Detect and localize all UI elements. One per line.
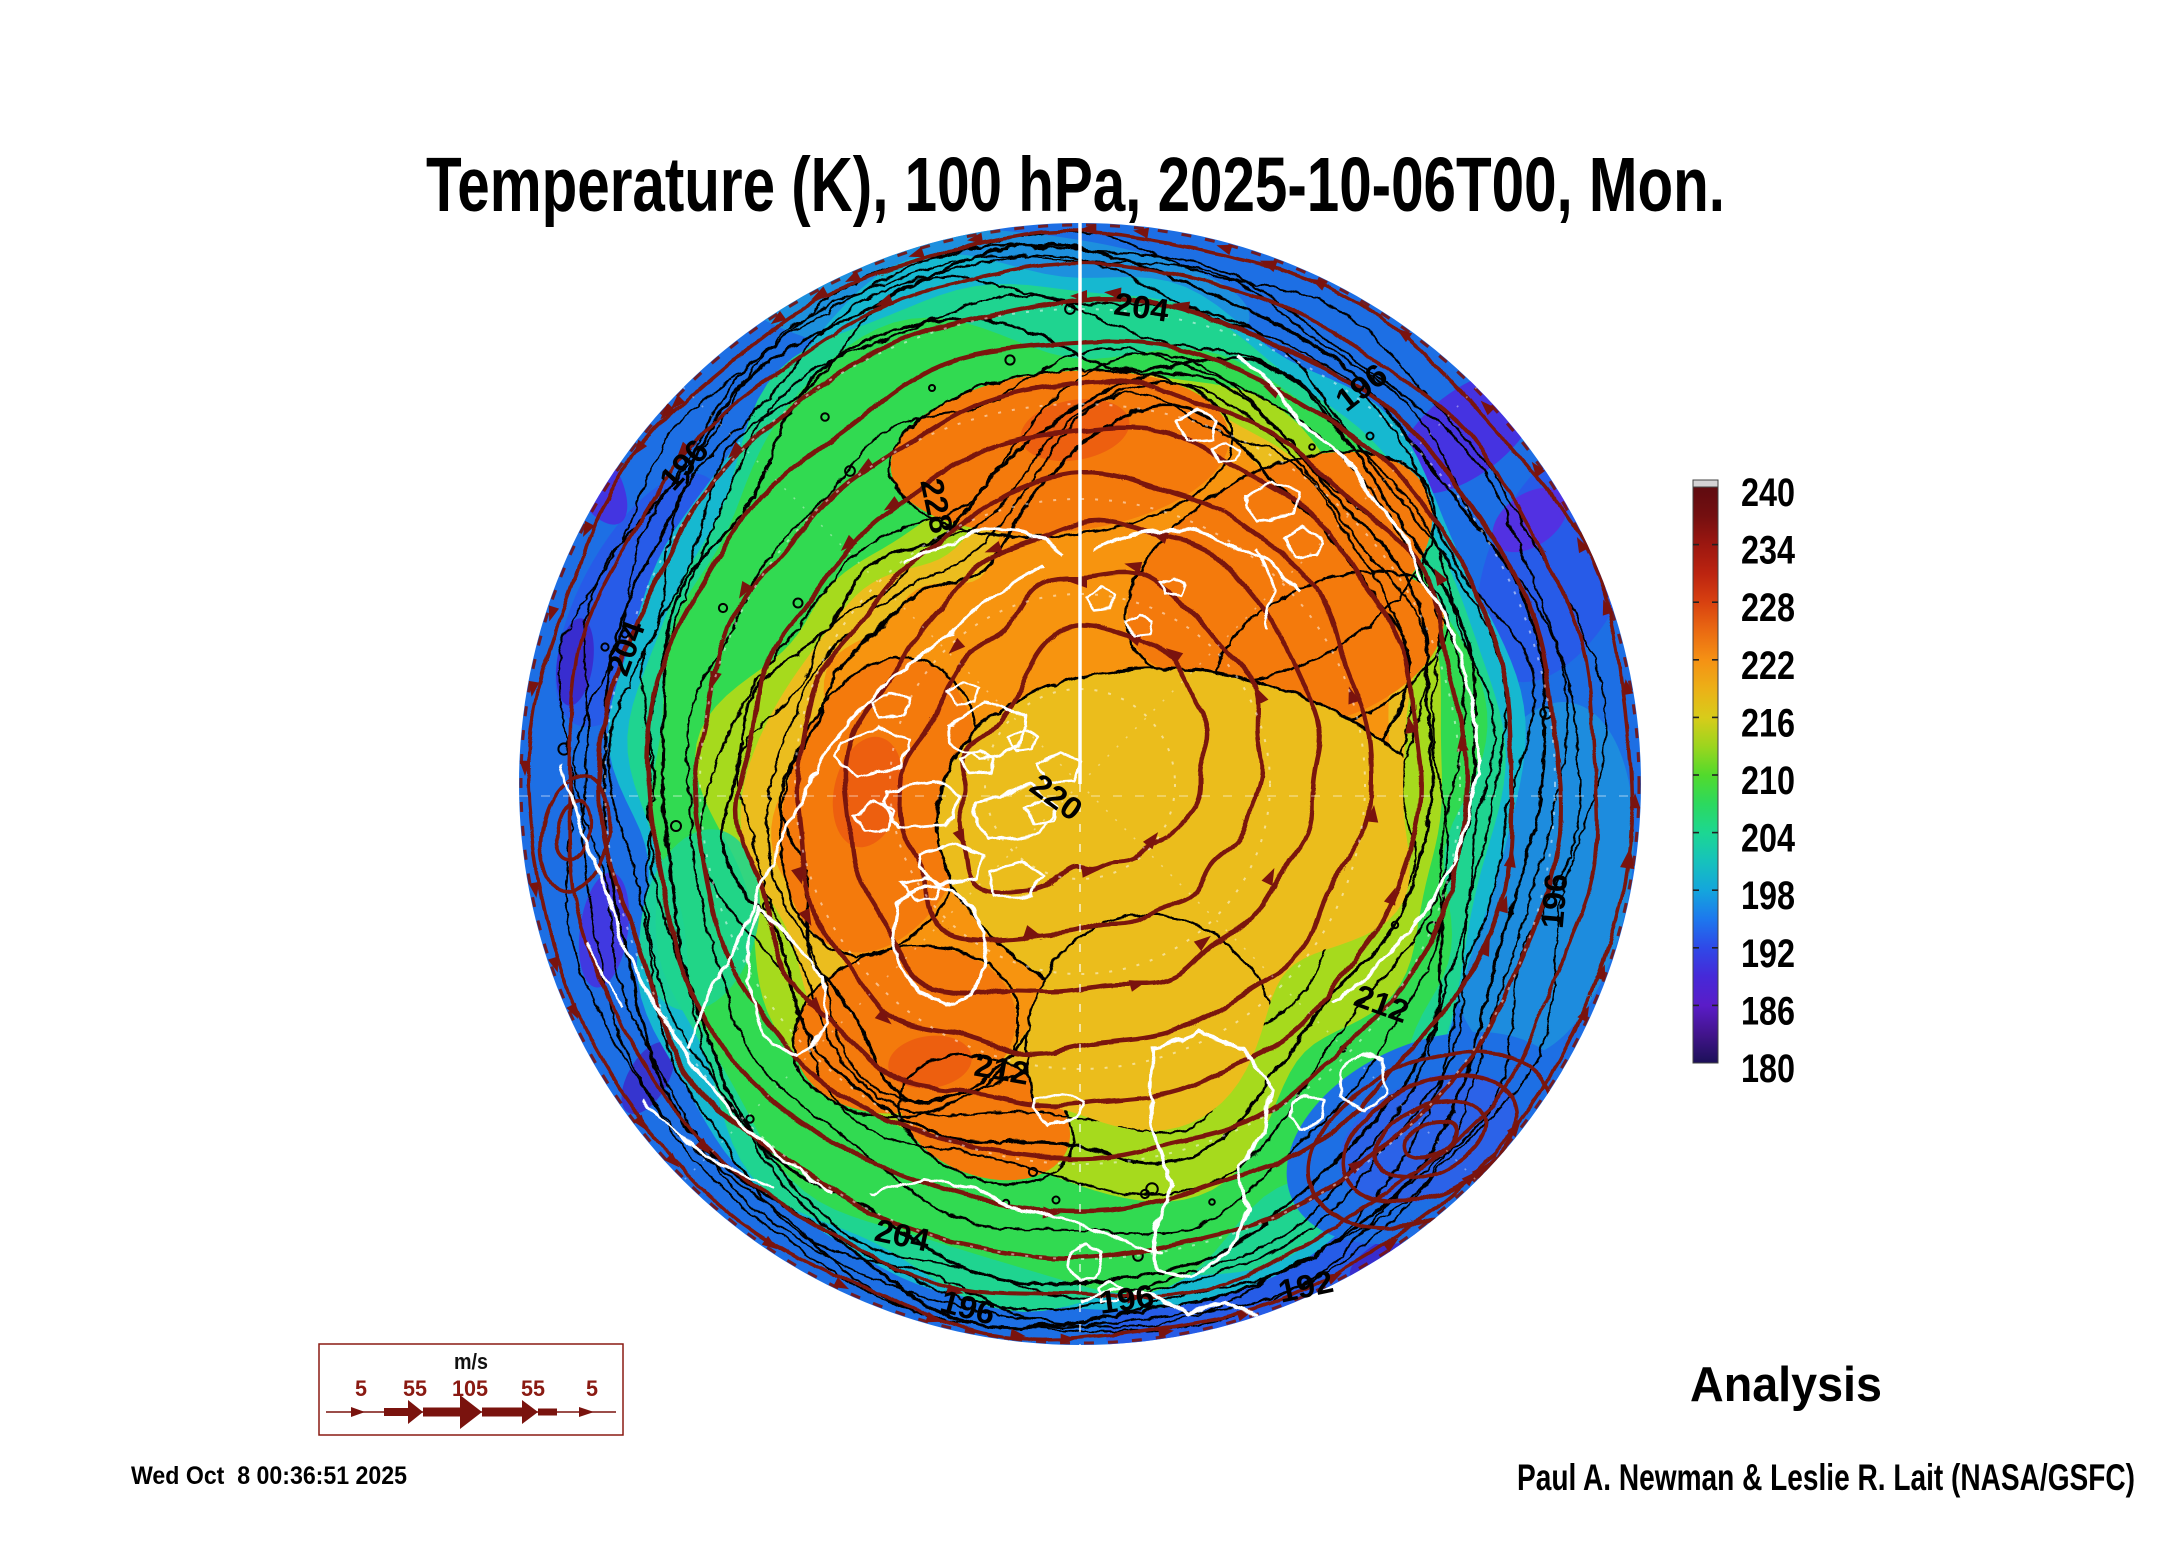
svg-text:m/s: m/s <box>454 1349 488 1374</box>
svg-text:55: 55 <box>403 1376 427 1401</box>
svg-text:198: 198 <box>1741 874 1795 918</box>
svg-text:228: 228 <box>1741 586 1795 630</box>
svg-text:Analysis: Analysis <box>1690 1358 1882 1412</box>
svg-text:Wed Oct 8 00:36:51 2025: Wed Oct 8 00:36:51 2025 <box>131 1462 407 1490</box>
svg-text:240: 240 <box>1741 471 1795 515</box>
svg-text:222: 222 <box>1741 644 1795 688</box>
svg-text:216: 216 <box>1741 701 1795 745</box>
svg-text:210: 210 <box>1741 759 1795 803</box>
svg-text:204: 204 <box>1112 285 1172 328</box>
svg-text:192: 192 <box>1741 932 1795 976</box>
svg-text:Paul A. Newman & Leslie R. Lai: Paul A. Newman & Leslie R. Lait (NASA/GS… <box>1517 1457 2135 1498</box>
svg-text:180: 180 <box>1741 1047 1795 1091</box>
svg-text:204: 204 <box>1741 817 1796 861</box>
svg-text:105: 105 <box>452 1376 488 1401</box>
svg-text:55: 55 <box>521 1376 545 1401</box>
svg-text:196: 196 <box>1097 1277 1156 1320</box>
svg-text:234: 234 <box>1741 529 1796 573</box>
svg-text:5: 5 <box>586 1376 598 1401</box>
svg-text:5: 5 <box>355 1376 367 1401</box>
svg-text:196: 196 <box>1534 872 1575 930</box>
svg-text:Temperature (K), 100 hPa, 2025: Temperature (K), 100 hPa, 2025-10-06T00,… <box>426 142 1725 228</box>
svg-text:186: 186 <box>1741 989 1795 1033</box>
